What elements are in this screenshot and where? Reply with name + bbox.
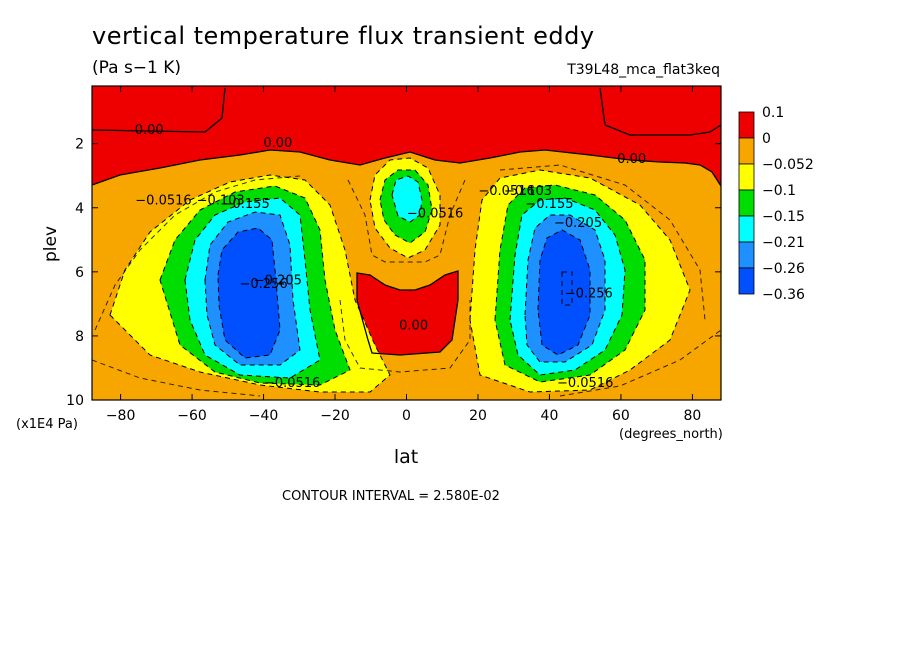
colorbar-label: 0.1 bbox=[762, 105, 784, 121]
contour-label: −0.103 bbox=[504, 184, 552, 199]
fill-right-neg026 bbox=[538, 230, 590, 355]
colorbar-label: −0.36 bbox=[762, 287, 805, 303]
x-axis-units: (degrees_north) bbox=[619, 427, 723, 442]
x-tick-label: 80 bbox=[683, 408, 701, 424]
x-axis-label: lat bbox=[394, 446, 418, 468]
contour-label: 0.00 bbox=[263, 136, 292, 151]
colorbar-swatch bbox=[738, 111, 755, 139]
colorbar-label: −0.1 bbox=[762, 183, 796, 199]
contour-label: −0.256 bbox=[565, 286, 613, 301]
y-tick-label: 8 bbox=[75, 329, 84, 345]
contour-label: −0.0516 bbox=[557, 376, 613, 391]
colorbar-label: −0.21 bbox=[762, 235, 805, 251]
chart-title: vertical temperature flux transient eddy bbox=[92, 22, 595, 50]
x-tick-label: 60 bbox=[612, 408, 630, 424]
contour-label: −0.155 bbox=[222, 197, 270, 212]
chart-units: (Pa s−1 K) bbox=[92, 58, 182, 78]
x-tick-label: 20 bbox=[469, 408, 487, 424]
contour-label: −0.155 bbox=[525, 197, 573, 212]
colorbar-swatch bbox=[738, 241, 755, 269]
x-tick-label: −80 bbox=[106, 408, 136, 424]
colorbar-swatch bbox=[738, 215, 755, 243]
contour-label: −0.0516 bbox=[135, 194, 191, 209]
contour-label: 0.00 bbox=[617, 152, 646, 167]
x-tick-label: 40 bbox=[541, 408, 559, 424]
contour-lines bbox=[92, 87, 721, 397]
fill-left-neg026 bbox=[218, 228, 280, 358]
contour-label: 0.00 bbox=[399, 319, 428, 334]
colorbar-swatch bbox=[738, 137, 755, 165]
colorbar-swatch bbox=[738, 267, 755, 295]
contour-label: −0.256 bbox=[239, 277, 287, 292]
y-tick-label: 2 bbox=[75, 137, 84, 153]
colorbar-label: −0.26 bbox=[762, 261, 805, 277]
x-tick-label: −40 bbox=[249, 408, 279, 424]
contour-label: −0.205 bbox=[554, 216, 602, 231]
contour-label: −0.205 bbox=[254, 274, 302, 289]
colorbar-swatch bbox=[738, 163, 755, 191]
contour-interval-note: CONTOUR INTERVAL = 2.580E-02 bbox=[282, 489, 500, 504]
colorbar: 0.1 0 −0.052 −0.1 −0.15 −0.21 −0.26 −0.36 bbox=[738, 105, 814, 303]
contour-label: −0.0516 bbox=[478, 184, 534, 199]
colorbar-swatch bbox=[738, 189, 755, 217]
y-axis-units: (x1E4 Pa) bbox=[16, 417, 78, 432]
y-axis-label: plev bbox=[41, 226, 61, 262]
colorbar-label: −0.15 bbox=[762, 209, 805, 225]
colorbar-label: 0 bbox=[762, 131, 771, 147]
contour-label: −0.0516 bbox=[407, 206, 463, 221]
contour-label: −0.0516 bbox=[264, 376, 320, 391]
y-tick-label: 10 bbox=[66, 393, 84, 409]
x-tick-label: −60 bbox=[177, 408, 207, 424]
fill-positive-center bbox=[357, 271, 458, 355]
contour-labels: 0.000.000.000.00−0.0516 −0.103−0.155−0.05… bbox=[135, 123, 646, 391]
x-tick-label: 0 bbox=[402, 408, 411, 424]
dataset-label: T39L48_mca_flat3keq bbox=[567, 62, 720, 78]
axes: −80 −60 −40 −20 0 20 40 60 80 2 4 6 8 10 bbox=[66, 86, 721, 424]
x-tick-label: −20 bbox=[320, 408, 350, 424]
fill-center-neg015 bbox=[392, 176, 422, 222]
colorbar-label: −0.052 bbox=[762, 157, 814, 173]
fill-positive-top-core bbox=[92, 86, 721, 135]
contour-label: −0.103 bbox=[197, 194, 245, 209]
contour-fill-area bbox=[92, 86, 721, 400]
y-tick-label: 4 bbox=[75, 201, 84, 217]
contour-label: 0.00 bbox=[135, 123, 164, 138]
y-tick-label: 6 bbox=[75, 265, 84, 281]
fill-positive-top bbox=[92, 86, 721, 186]
